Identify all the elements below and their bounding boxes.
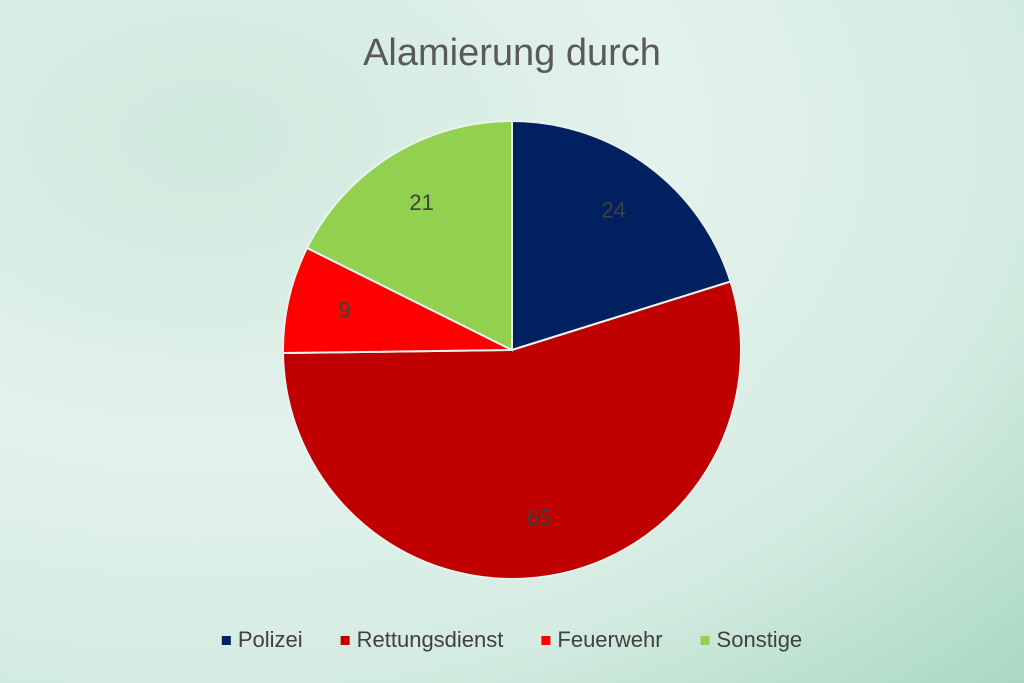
pie: 24 65 9 21 [282, 119, 742, 580]
pie-slice [511, 119, 732, 352]
data-label: 21 [409, 190, 433, 215]
legend-label: Rettungsdienst [357, 627, 504, 652]
legend-marker [541, 636, 551, 645]
data-label: 9 [338, 298, 350, 323]
chart-title: Alamierung durch [363, 32, 661, 74]
legend-marker [700, 636, 710, 645]
legend-marker [221, 636, 231, 645]
legend-marker [340, 636, 350, 645]
data-label: 65 [527, 505, 551, 530]
pie-slice [305, 119, 513, 352]
legend-label: Polizei [238, 627, 303, 652]
pie-slice [282, 246, 513, 355]
pie-slice [282, 280, 742, 580]
data-label: 24 [601, 197, 625, 222]
legend-label: Sonstige [717, 627, 803, 652]
legend: Polizei Rettungsdienst Feuerwehr Sonstige [221, 627, 803, 652]
legend-label: Feuerwehr [557, 627, 662, 652]
